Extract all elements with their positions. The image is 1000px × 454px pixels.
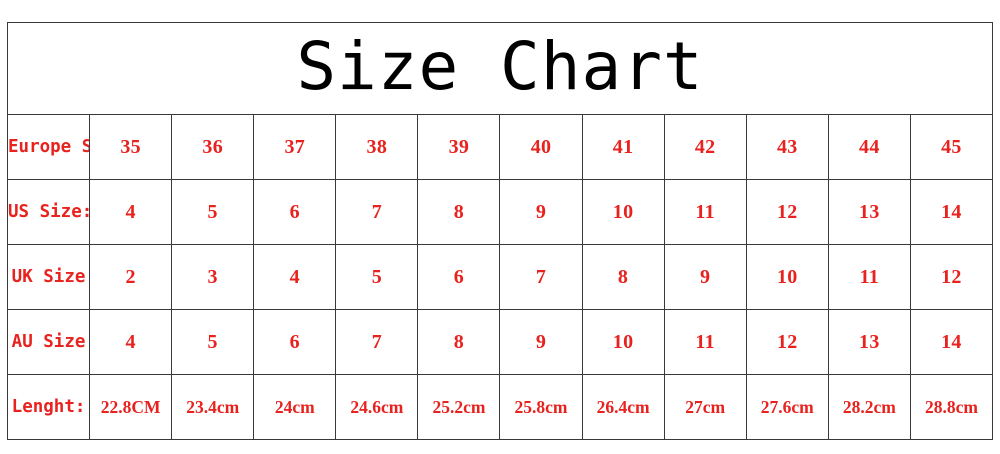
- row-label-europe-size: Europe Size:: [6, 114, 91, 180]
- cell-us-size-5: 8: [417, 179, 501, 245]
- cell-au-size-7: 10: [581, 309, 665, 375]
- row-label-us-size: US Size:: [6, 179, 91, 245]
- table-row-length: Lenght: 22.8CM 23.4cm 24cm 24.6cm 25.2cm…: [6, 374, 994, 440]
- cell-length-7: 26.4cm: [581, 374, 665, 440]
- size-chart-table: Size Chart Europe Size: 35 36 37 38 39 4…: [6, 22, 994, 440]
- cell-uk-size-9: 10: [745, 244, 829, 310]
- cell-au-size-11: 14: [909, 309, 994, 375]
- cell-au-size-6: 9: [499, 309, 583, 375]
- cell-au-size-2: 5: [171, 309, 255, 375]
- cell-uk-size-6: 7: [499, 244, 583, 310]
- cell-europe-size-3: 37: [253, 114, 337, 180]
- cell-uk-size-2: 3: [171, 244, 255, 310]
- cell-uk-size-10: 11: [827, 244, 911, 310]
- cell-us-size-2: 5: [171, 179, 255, 245]
- cell-au-size-8: 11: [663, 309, 747, 375]
- cell-au-size-5: 8: [417, 309, 501, 375]
- table-row-europe-size: Europe Size: 35 36 37 38 39 40 41 42 43 …: [6, 114, 994, 180]
- cell-au-size-9: 12: [745, 309, 829, 375]
- cell-europe-size-7: 41: [581, 114, 665, 180]
- table-row-au-size: AU Size 4 5 6 7 8 9 10 11 12 13 14: [6, 309, 994, 375]
- cell-europe-size-8: 42: [663, 114, 747, 180]
- page-title: Size Chart: [296, 27, 704, 105]
- cell-us-size-9: 12: [745, 179, 829, 245]
- cell-uk-size-7: 8: [581, 244, 665, 310]
- chart-title-cell: Size Chart: [7, 22, 993, 115]
- cell-us-size-7: 10: [581, 179, 665, 245]
- table-row-uk-size: UK Size 2 3 4 5 6 7 8 9 10 11 12: [6, 244, 994, 310]
- cell-uk-size-11: 12: [909, 244, 994, 310]
- cell-length-10: 28.2cm: [827, 374, 911, 440]
- cell-au-size-1: 4: [89, 309, 173, 375]
- cell-europe-size-2: 36: [171, 114, 255, 180]
- cell-uk-size-4: 5: [335, 244, 419, 310]
- cell-europe-size-5: 39: [417, 114, 501, 180]
- cell-us-size-6: 9: [499, 179, 583, 245]
- cell-length-11: 28.8cm: [909, 374, 994, 440]
- cell-length-6: 25.8cm: [499, 374, 583, 440]
- cell-length-8: 27cm: [663, 374, 747, 440]
- cell-uk-size-5: 6: [417, 244, 501, 310]
- cell-uk-size-3: 4: [253, 244, 337, 310]
- row-label-length: Lenght:: [6, 374, 91, 440]
- cell-europe-size-11: 45: [909, 114, 994, 180]
- cell-au-size-10: 13: [827, 309, 911, 375]
- cell-length-4: 24.6cm: [335, 374, 419, 440]
- cell-length-5: 25.2cm: [417, 374, 501, 440]
- cell-length-1: 22.8CM: [89, 374, 173, 440]
- cell-au-size-3: 6: [253, 309, 337, 375]
- cell-us-size-10: 13: [827, 179, 911, 245]
- cell-us-size-8: 11: [663, 179, 747, 245]
- cell-length-2: 23.4cm: [171, 374, 255, 440]
- cell-us-size-11: 14: [909, 179, 994, 245]
- cell-us-size-4: 7: [335, 179, 419, 245]
- cell-europe-size-9: 43: [745, 114, 829, 180]
- cell-au-size-4: 7: [335, 309, 419, 375]
- cell-us-size-3: 6: [253, 179, 337, 245]
- cell-uk-size-8: 9: [663, 244, 747, 310]
- table-row-us-size: US Size: 4 5 6 7 8 9 10 11 12 13 14: [6, 179, 994, 245]
- cell-uk-size-1: 2: [89, 244, 173, 310]
- cell-length-9: 27.6cm: [745, 374, 829, 440]
- cell-europe-size-6: 40: [499, 114, 583, 180]
- row-label-uk-size: UK Size: [6, 244, 91, 310]
- cell-europe-size-10: 44: [827, 114, 911, 180]
- cell-length-3: 24cm: [253, 374, 337, 440]
- title-row: Size Chart: [7, 22, 993, 115]
- cell-us-size-1: 4: [89, 179, 173, 245]
- cell-europe-size-1: 35: [89, 114, 173, 180]
- row-label-au-size: AU Size: [6, 309, 91, 375]
- cell-europe-size-4: 38: [335, 114, 419, 180]
